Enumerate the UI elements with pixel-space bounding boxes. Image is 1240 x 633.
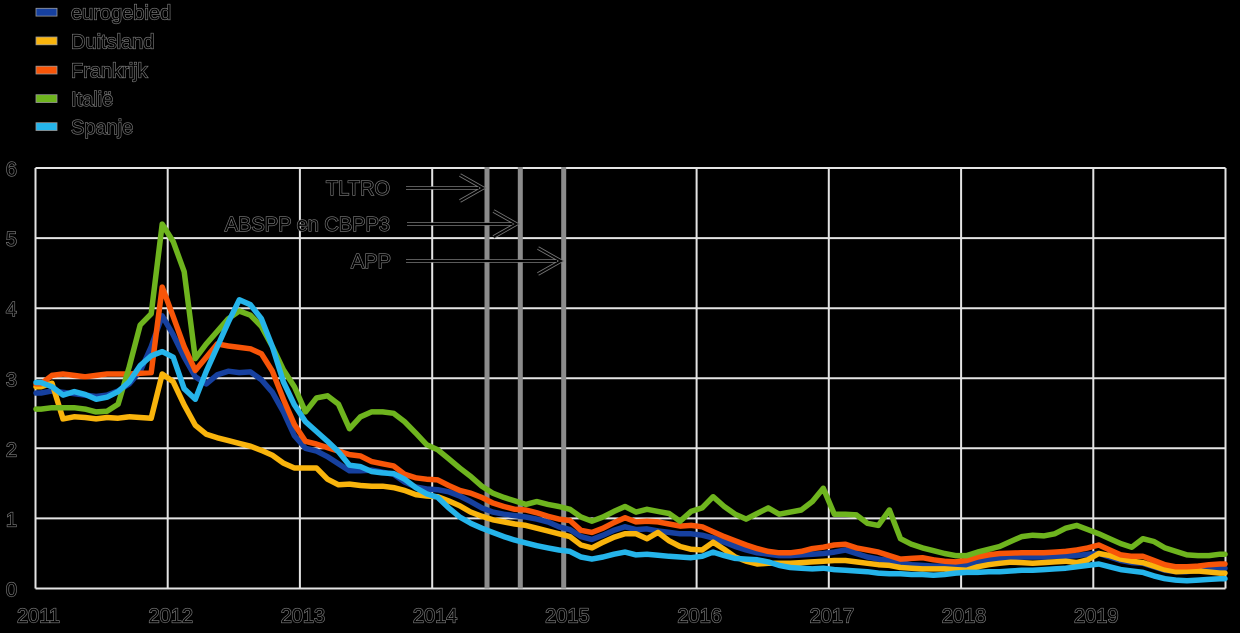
svg-text:Frankrijk: Frankrijk	[71, 61, 149, 83]
svg-text:2013: 2013	[281, 606, 326, 628]
svg-text:2014: 2014	[413, 606, 458, 628]
svg-text:1: 1	[6, 509, 17, 531]
svg-text:0: 0	[6, 580, 17, 602]
svg-text:Spanje: Spanje	[71, 117, 133, 139]
svg-text:Italië: Italië	[71, 89, 113, 111]
svg-text:2012: 2012	[148, 606, 193, 628]
svg-text:Duitsland: Duitsland	[71, 31, 154, 53]
svg-text:ABSPP en CBPP3: ABSPP en CBPP3	[225, 214, 390, 236]
svg-text:6: 6	[6, 159, 17, 181]
svg-text:2018: 2018	[942, 606, 987, 628]
svg-text:2017: 2017	[810, 606, 855, 628]
svg-text:2019: 2019	[1074, 606, 1119, 628]
svg-text:3: 3	[6, 369, 17, 391]
svg-text:2015: 2015	[545, 606, 590, 628]
svg-text:2011: 2011	[17, 606, 60, 628]
svg-text:2: 2	[6, 439, 17, 461]
svg-text:eurogebied: eurogebied	[71, 3, 171, 25]
svg-text:TLTRO: TLTRO	[326, 178, 390, 200]
svg-text:2016: 2016	[677, 606, 722, 628]
svg-text:APP: APP	[351, 251, 391, 273]
svg-text:4: 4	[6, 299, 17, 321]
svg-text:5: 5	[6, 229, 17, 251]
